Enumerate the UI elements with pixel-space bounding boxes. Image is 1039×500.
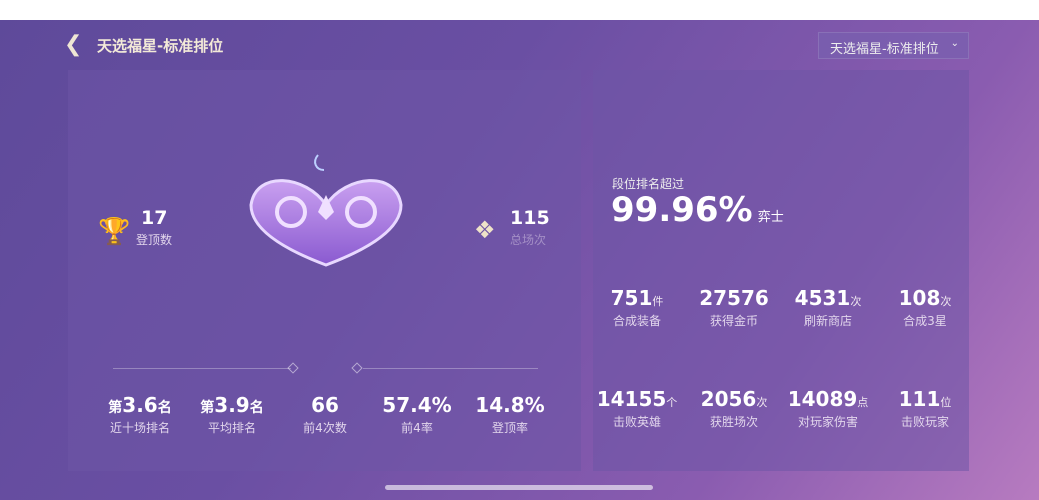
stat-suffix: 名 [249,400,264,416]
rank-percent-label: 段位排名超过 [612,177,685,191]
detail-stat: 14155个 击败英雄 [597,387,678,430]
top-finishes-label: 登顶数 [136,233,173,247]
stat-unit: 次 [850,295,862,308]
rank-overview-panel: 🏆 17 登顶数 ❖ 115 总场次 第3.6名 近十场排名 第3.9名 平均排… [68,70,581,471]
stat-value: 27576 [699,286,769,310]
stat-label: 登顶率 [491,421,529,435]
stat-label: 击败玩家 [900,415,949,429]
divider-diamond-icon [351,362,363,374]
stat-value: 14155 [596,387,667,411]
mode-select-value: 天选福星-标准排位 [830,42,939,57]
summary-stat: 57.4% 前4率 [382,393,451,436]
stat-value: 3.6 [122,393,158,417]
stat-label: 前4率 [401,421,433,435]
stat-label: 获得金币 [709,314,758,328]
trophy-icon: 🏆 [98,217,131,247]
detail-stat: 751件 合成装备 [611,286,664,329]
total-games-label: 总场次 [510,233,547,247]
stat-label: 刷新商店 [803,314,853,328]
back-icon[interactable]: ❮ [64,32,83,57]
stat-value: 66 [311,393,339,417]
stat-label: 合成3星 [903,314,947,328]
stat-unit: 件 [652,295,664,308]
rank-percent-unit: 弈士 [757,210,784,225]
stat-unit: 位 [940,396,952,409]
rank-percent: 99.96% 弈士 [611,190,784,230]
page-title: 天选福星-标准排位 [97,37,224,55]
stat-label: 近十场排名 [109,421,170,435]
home-indicator[interactable] [385,485,653,490]
top-finishes-stat: 17 登顶数 [136,207,172,248]
summary-stat: 第3.6名 近十场排名 [108,393,171,436]
detail-stat: 14089点 对玩家伤害 [788,387,869,430]
stat-prefix: 第 [200,400,215,416]
stat-value: 111 [898,387,941,411]
stat-unit: 个 [666,396,678,409]
mode-select[interactable]: 天选福星-标准排位 ⌄ [818,32,969,59]
summary-stat: 第3.9名 平均排名 [200,393,263,436]
stat-value: 108 [898,286,941,310]
rank-percent-value: 99.96% [611,190,753,230]
detail-stat: 108次 合成3星 [899,286,952,329]
divider [113,368,291,369]
total-games-value: 115 [510,207,550,229]
stat-unit: 点 [857,396,869,409]
stat-label: 合成装备 [612,314,661,328]
total-games-stat: 115 总场次 [510,207,550,248]
chevron-down-icon: ⌄ [950,38,959,49]
divider [363,368,538,369]
summary-stat: 66 前4次数 [303,393,347,436]
games-icon: ❖ [474,216,496,244]
stats-panel: 段位排名超过 99.96% 弈士 751件 合成装备 27576 获得金币 45… [593,70,969,471]
stat-value: 2056 [700,387,757,411]
rank-emblem-icon [249,154,403,267]
stat-suffix: 名 [157,400,172,416]
detail-stat: 111位 击败玩家 [899,387,952,430]
stat-label: 平均排名 [207,421,256,435]
stat-value: 4531 [794,286,851,310]
stat-label: 击败英雄 [612,415,661,429]
stat-value: 57.4% [382,393,452,417]
stat-value: 751 [610,286,653,310]
stat-prefix: 第 [108,400,123,416]
stat-unit: 次 [940,295,952,308]
stat-value: 3.9 [214,393,250,417]
divider-diamond-icon [287,362,299,374]
stat-label: 前4次数 [303,421,347,435]
detail-stat: 2056次 获胜场次 [701,387,768,430]
stat-value: 14.8% [475,393,545,417]
stat-label: 获胜场次 [709,415,759,429]
stat-value: 14089 [787,387,858,411]
detail-stat: 4531次 刷新商店 [795,286,862,329]
stat-unit: 次 [756,396,768,409]
top-finishes-value: 17 [141,207,168,229]
status-bar [0,0,1039,20]
detail-stat: 27576 获得金币 [699,286,769,329]
summary-stat: 14.8% 登顶率 [475,393,544,436]
stat-label: 对玩家伤害 [797,415,858,429]
